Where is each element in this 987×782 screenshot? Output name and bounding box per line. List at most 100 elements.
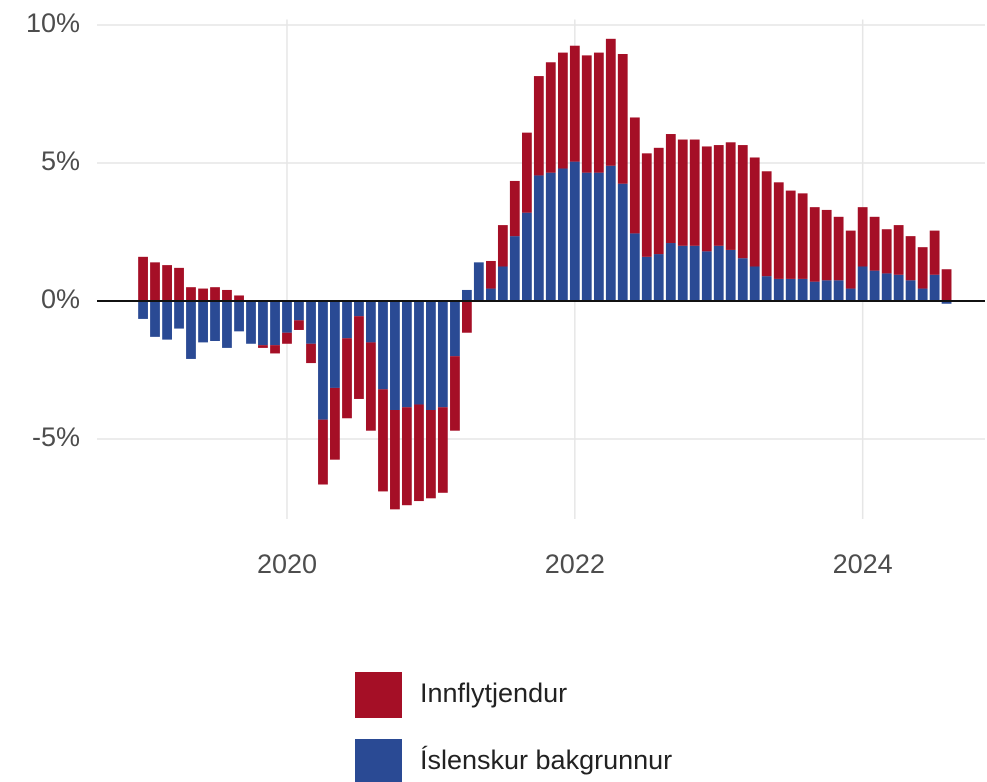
bar [365, 342, 376, 431]
bar [605, 165, 616, 301]
bar [929, 230, 940, 275]
bar [701, 251, 712, 301]
bar [437, 300, 448, 408]
bar [497, 225, 508, 267]
bars [138, 38, 952, 510]
bar [258, 300, 268, 346]
bar [617, 53, 628, 184]
bar [545, 172, 556, 301]
x-tick-label: 2024 [833, 549, 893, 579]
legend: Innflytjendur Íslenskur bakgrunnur [355, 672, 672, 782]
bar [941, 300, 952, 304]
bar [737, 145, 748, 259]
bar [306, 300, 316, 344]
bar [677, 139, 688, 246]
bar [593, 172, 604, 301]
bar [186, 300, 196, 359]
bar [186, 287, 196, 301]
bar [365, 300, 376, 343]
legend-label: Innflytjendur [420, 678, 567, 708]
bar [617, 183, 628, 301]
bar [641, 153, 652, 257]
bar [426, 300, 436, 410]
bar [354, 300, 364, 317]
bar [486, 260, 496, 289]
bar [725, 249, 736, 301]
bar [270, 300, 280, 346]
bar [785, 190, 796, 279]
bar [881, 229, 892, 274]
bar [342, 300, 352, 339]
bar [150, 300, 160, 337]
bar [390, 300, 400, 410]
bar [641, 256, 652, 301]
bar [533, 175, 544, 301]
bar [234, 300, 244, 332]
bar [797, 278, 808, 301]
bar [545, 62, 556, 173]
bar [521, 132, 532, 213]
bar [222, 300, 232, 348]
bar [941, 269, 952, 301]
y-tick-label: 0% [41, 284, 80, 314]
bar [270, 345, 280, 354]
bar [198, 288, 208, 301]
bar [437, 407, 448, 493]
bar [569, 161, 580, 301]
bar [306, 343, 316, 364]
bar [198, 300, 208, 343]
bar [497, 266, 508, 301]
bar [330, 387, 340, 460]
bar [378, 389, 388, 492]
bar [797, 193, 808, 279]
bar [905, 236, 916, 281]
bar [509, 236, 520, 301]
bar [509, 180, 520, 237]
bar [222, 289, 232, 301]
bar [162, 300, 172, 340]
bar [653, 147, 664, 255]
bar [653, 254, 664, 301]
bar [725, 142, 736, 250]
bar [629, 117, 640, 234]
bar [857, 266, 868, 301]
bar [917, 247, 928, 289]
bar [318, 300, 328, 420]
bar [689, 139, 700, 246]
bar [450, 356, 460, 431]
bar [414, 404, 424, 502]
bar [390, 409, 400, 510]
bar [282, 300, 292, 333]
x-tick-label: 2022 [545, 549, 605, 579]
bar [905, 280, 916, 301]
bar [881, 273, 892, 301]
bar [426, 409, 436, 499]
bar [401, 300, 412, 408]
bar [533, 76, 544, 176]
bar [414, 300, 424, 405]
bar [845, 230, 856, 289]
bar [581, 172, 592, 301]
bar [593, 52, 604, 173]
axes: -5% 0% 5% 10% 2020 2022 2024 [26, 8, 985, 579]
bar [282, 332, 292, 344]
bar [689, 245, 700, 301]
bar [174, 300, 184, 329]
bar [401, 407, 412, 506]
bar [378, 300, 388, 390]
bar [929, 274, 940, 301]
y-tick-label: -5% [32, 422, 80, 452]
bar [833, 280, 844, 301]
bar [845, 288, 856, 301]
bar [749, 157, 760, 267]
bar [294, 300, 304, 321]
bar [785, 278, 796, 301]
bar [486, 288, 496, 301]
bar [857, 207, 868, 267]
bar [450, 300, 460, 357]
bar [737, 258, 748, 301]
bar [605, 38, 616, 166]
bar [713, 145, 724, 246]
legend-label: Íslenskur bakgrunnur [420, 745, 672, 775]
